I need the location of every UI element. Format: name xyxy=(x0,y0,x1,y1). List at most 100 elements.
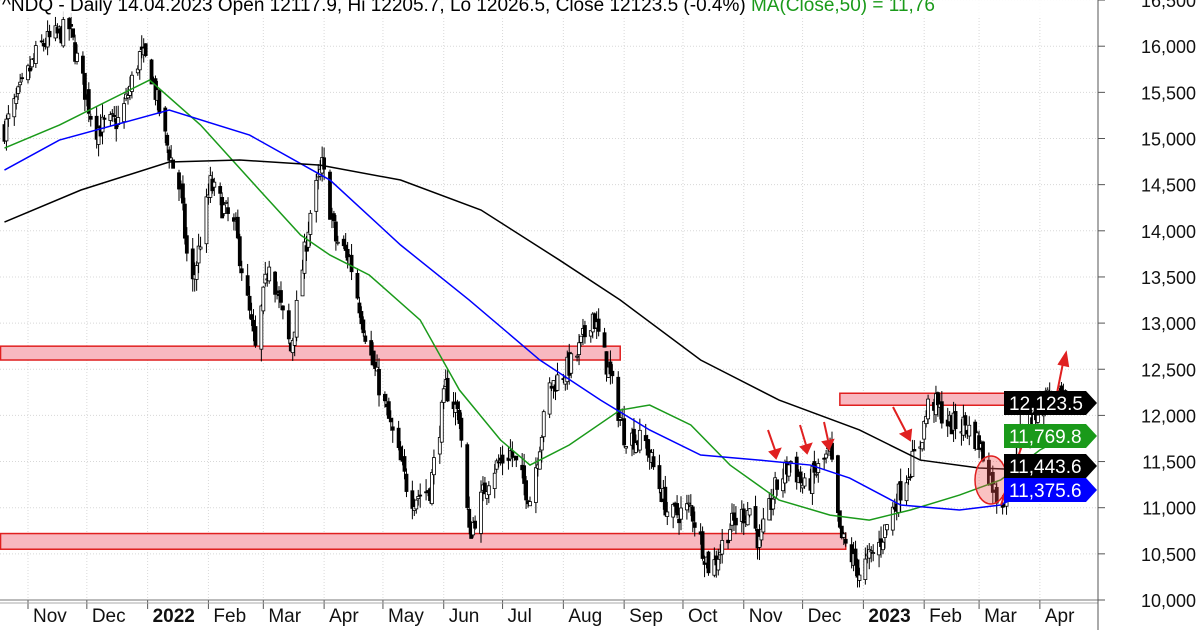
candle xyxy=(706,551,711,574)
candle xyxy=(863,558,868,580)
candle xyxy=(445,377,450,402)
candle xyxy=(692,522,697,528)
x-tick-label: Aug xyxy=(568,606,602,627)
candle xyxy=(294,299,299,338)
candle xyxy=(137,51,142,71)
candle xyxy=(130,74,134,92)
candles xyxy=(2,11,1068,588)
last-price-label: 12,123.5 xyxy=(1009,394,1083,415)
x-tick-label: Nov xyxy=(749,606,783,627)
y-tick-label: 10,000 xyxy=(1141,591,1196,611)
candle xyxy=(286,310,291,340)
arrow-annotation xyxy=(799,424,807,446)
candle xyxy=(575,355,579,358)
candle xyxy=(616,376,621,421)
candle xyxy=(496,461,501,464)
x-tick-label: May xyxy=(388,606,424,627)
candle xyxy=(922,421,927,440)
candle xyxy=(28,67,32,72)
candle xyxy=(786,464,791,477)
candle xyxy=(82,72,87,100)
candle xyxy=(300,269,305,297)
candle xyxy=(822,457,827,460)
chart-header: ^NDQ - Daily 14.04.2023 Open 12117.9, Hi… xyxy=(2,0,1096,17)
candle xyxy=(184,235,189,254)
candle xyxy=(492,472,497,490)
candle xyxy=(181,183,185,204)
x-tick-label: Mar xyxy=(268,606,301,627)
ma-readout: MA(Close,50) = 11,76 xyxy=(750,0,935,16)
candle xyxy=(479,491,483,534)
ma-value-tag xyxy=(1004,478,1097,502)
candle xyxy=(610,370,615,377)
candle xyxy=(637,429,642,451)
candle xyxy=(467,508,472,528)
candle xyxy=(688,505,693,508)
arrow-annotation xyxy=(823,421,829,441)
candle xyxy=(388,417,393,423)
candle xyxy=(500,454,505,464)
candle xyxy=(677,518,681,524)
y-tick-label: 16,500 xyxy=(1141,0,1196,11)
candle xyxy=(279,290,283,303)
candle xyxy=(39,40,44,43)
candle xyxy=(716,558,721,571)
candle xyxy=(275,290,279,294)
candle xyxy=(383,394,387,402)
y-tick-label: 13,500 xyxy=(1141,268,1196,288)
candle xyxy=(332,213,336,222)
candle xyxy=(169,157,174,161)
candle xyxy=(414,499,419,510)
candle xyxy=(539,436,544,451)
candle xyxy=(361,319,366,334)
candle xyxy=(259,305,264,350)
candle xyxy=(6,113,11,120)
candle xyxy=(224,201,228,204)
candle xyxy=(802,477,807,487)
candle xyxy=(510,450,515,458)
candle xyxy=(824,453,829,459)
candle xyxy=(212,181,217,188)
candle xyxy=(726,539,730,544)
candle xyxy=(569,353,574,374)
candle xyxy=(108,114,113,121)
candle xyxy=(871,552,876,554)
candle xyxy=(483,482,487,495)
ohlc-readout: ^NDQ - Daily 14.04.2023 Open 12117.9, Hi… xyxy=(2,0,746,16)
ma-line xyxy=(4,109,1066,511)
candle xyxy=(86,89,91,114)
arrow-annotation xyxy=(1056,362,1064,394)
candle xyxy=(577,342,581,356)
candle xyxy=(102,117,107,120)
candle xyxy=(853,548,858,566)
candle xyxy=(579,335,583,343)
candle xyxy=(245,275,250,296)
resistance-support-zones xyxy=(0,345,1073,550)
candle xyxy=(410,490,415,509)
x-tick-label: Apr xyxy=(1045,606,1075,627)
candle xyxy=(67,18,72,30)
candle xyxy=(30,58,34,68)
candle xyxy=(439,401,444,443)
candle xyxy=(775,479,780,490)
candle xyxy=(222,204,227,214)
candle xyxy=(533,467,538,503)
x-tick-label: Apr xyxy=(329,606,359,627)
candle xyxy=(198,246,203,250)
candle xyxy=(657,465,662,490)
candle xyxy=(396,427,401,448)
candle xyxy=(33,45,38,64)
candle xyxy=(14,96,19,104)
candle xyxy=(218,186,223,194)
candle xyxy=(459,417,464,441)
price-tags: 11,769.8 11,443.6 11,375.6 12,123.5 xyxy=(1004,391,1097,502)
candle xyxy=(967,424,972,437)
candle xyxy=(349,254,354,273)
candle xyxy=(226,207,230,214)
candle xyxy=(541,411,546,438)
candle xyxy=(239,268,244,274)
candle xyxy=(416,496,421,499)
candle xyxy=(747,508,752,516)
candle xyxy=(604,351,609,375)
x-tick-label: Feb xyxy=(213,606,246,627)
